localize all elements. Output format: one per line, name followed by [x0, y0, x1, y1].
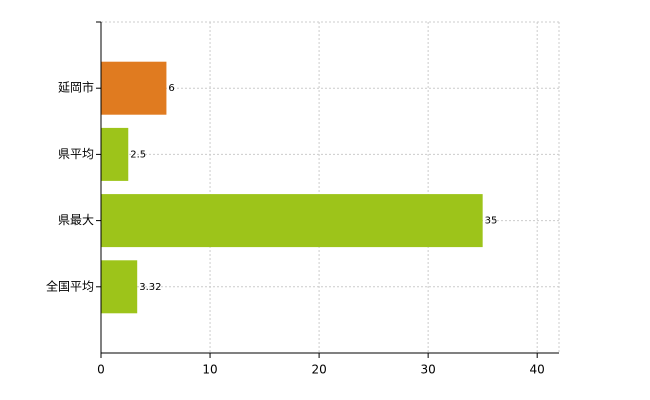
bar — [101, 194, 483, 248]
bar — [101, 260, 138, 314]
x-tick-label: 0 — [97, 363, 105, 377]
y-tick-label: 県最大 — [58, 213, 94, 227]
bar — [101, 127, 129, 181]
x-tick-label: 10 — [202, 363, 217, 377]
y-tick-label: 全国平均 — [46, 278, 94, 293]
x-tick-label: 20 — [311, 363, 326, 377]
value-label: 3.32 — [139, 282, 161, 293]
value-label: 6 — [168, 83, 174, 94]
x-tick-label: 30 — [421, 363, 436, 377]
bar — [101, 61, 167, 115]
y-tick-label: 県平均 — [58, 147, 94, 161]
x-tick-label: 40 — [530, 363, 545, 377]
value-label: 35 — [485, 216, 498, 227]
y-tick-label: 延岡市 — [58, 80, 94, 95]
value-label: 2.5 — [130, 149, 146, 160]
